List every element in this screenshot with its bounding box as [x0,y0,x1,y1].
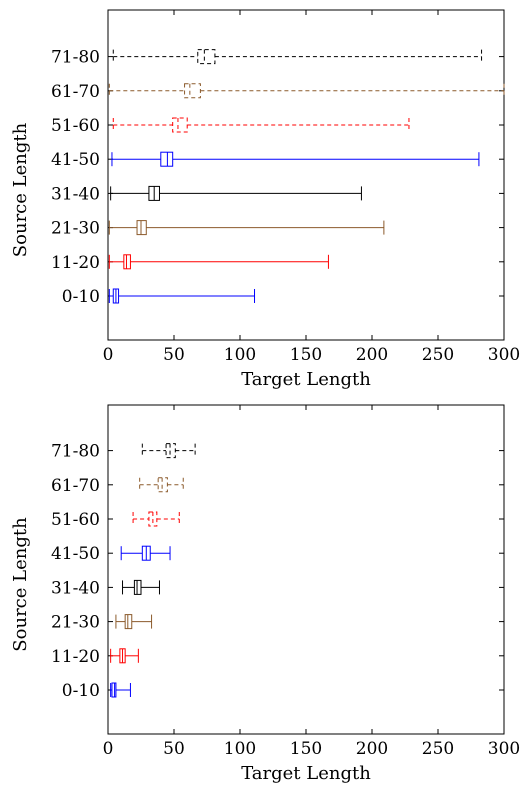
box-iqr [165,443,176,459]
box-31-40 [110,185,362,201]
y-tick-label: 51-60 [51,510,100,530]
box-51-60 [132,511,180,527]
box-0-10 [108,288,256,304]
top-box-plot: 0 50 100 150 200 250 300 0-10 11-20 21-30 31-40 41-… [10,9,520,390]
y-axis-label: Source Length [10,517,31,652]
y-tick-label: 11-20 [51,647,100,667]
x-tick-label: 200 [356,345,388,365]
box-0-10 [110,682,131,698]
y-tick-label: 0-10 [62,287,100,307]
y-tick-label: 71-80 [51,48,100,68]
y-tick-label: 11-20 [51,253,100,273]
x-tick-label: 0 [103,345,114,365]
box-iqr [172,117,188,133]
x-tick-label: 100 [224,345,256,365]
box-iqr [136,220,147,236]
box-61-70 [139,477,184,493]
x-tick-label: 50 [163,345,185,365]
box-61-70 [108,83,505,99]
x-tick-label: 300 [488,345,520,365]
y-tick-label: 0-10 [62,681,100,701]
y-tick-label: 51-60 [51,116,100,136]
box-iqr [133,579,142,595]
y-tick-label: 61-70 [51,82,100,102]
box-iqr [184,83,201,99]
box-iqr [160,151,174,167]
y-tick-label: 21-30 [51,613,100,633]
x-tick-label: 0 [103,739,114,759]
box-31-40 [122,579,160,595]
box-41-50 [120,545,171,561]
x-axis-label: Target Length [241,763,371,784]
box-iqr [111,682,117,698]
x-tick-label: 100 [224,739,256,759]
box-71-80 [141,443,196,459]
y-tick-label: 21-30 [51,219,100,239]
x-tick-label: 250 [422,739,454,759]
box-iqr [123,254,131,270]
box-iqr [124,614,133,630]
x-tick-label: 150 [290,739,322,759]
box-71-80 [112,49,483,65]
y-tick-label: 61-70 [51,476,100,496]
box-iqr [197,49,216,65]
box-21-30 [115,614,153,630]
y-tick-label: 71-80 [51,442,100,462]
box-41-50 [111,151,480,167]
box-11-20 [108,254,329,270]
y-tick-label: 31-40 [51,578,100,598]
box-51-60 [112,117,410,133]
x-tick-label: 50 [163,739,185,759]
x-tick-label: 300 [488,739,520,759]
x-tick-label: 250 [422,345,454,365]
x-tick-label: 200 [356,739,388,759]
plot-frame [107,9,505,341]
y-tick-label: 31-40 [51,184,100,204]
bottom-box-plot: 0 50 100 150 200 250 300 0-10 11-20 21-30 31-40 41-… [10,404,520,784]
y-axis-label: Source Length [10,122,31,257]
x-axis-label: Target Length [241,369,371,390]
box-11-20 [110,648,139,664]
x-tick-label: 150 [290,345,322,365]
box-21-30 [108,220,385,236]
box-iqr [157,477,168,493]
y-tick-label: 41-50 [51,150,100,170]
y-tick-label: 41-50 [51,544,100,564]
